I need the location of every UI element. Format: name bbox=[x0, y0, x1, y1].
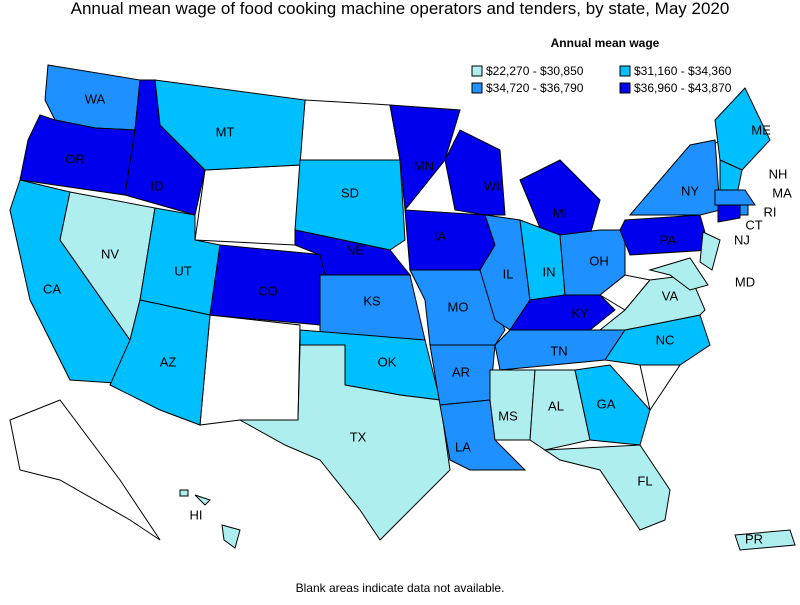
state-label: LA bbox=[455, 439, 471, 454]
state-label: NH bbox=[769, 166, 788, 181]
footnote: Blank areas indicate data not available. bbox=[296, 581, 505, 595]
state-label: OH bbox=[589, 253, 609, 268]
state-label: VA bbox=[662, 288, 679, 303]
state-label: IA bbox=[434, 228, 447, 243]
state-shape bbox=[648, 257, 709, 291]
state-label: ID bbox=[151, 178, 164, 193]
state-shape bbox=[489, 369, 536, 441]
state-label: MO bbox=[448, 299, 469, 314]
state-label: MA bbox=[772, 185, 792, 200]
state-label: RI bbox=[764, 204, 777, 219]
state-shape bbox=[543, 444, 671, 531]
state-shape bbox=[529, 369, 591, 451]
state-label: CO bbox=[258, 283, 278, 298]
state-label: TN bbox=[550, 343, 567, 358]
state-label: TX bbox=[350, 429, 367, 444]
legend-label: $22,270 - $30,850 bbox=[486, 64, 584, 78]
state-label: FL bbox=[637, 473, 652, 488]
state-shape bbox=[194, 494, 211, 506]
state-label: OK bbox=[378, 354, 397, 369]
state-label: MT bbox=[216, 124, 235, 139]
state-label: CA bbox=[43, 281, 61, 296]
state-label: GA bbox=[597, 396, 616, 411]
state-shape bbox=[717, 204, 741, 223]
state-label: AZ bbox=[160, 354, 177, 369]
blank-state bbox=[639, 364, 681, 412]
states: WA OR CA NV ID MT UT AZ CO SD NE KS OK TX MN IA MO AR LA WI… bbox=[9, 64, 796, 551]
legend-swatch bbox=[471, 65, 483, 77]
state-label: WI bbox=[484, 178, 500, 193]
state-shape bbox=[699, 231, 721, 271]
state-shape bbox=[598, 274, 706, 331]
state-label: IN bbox=[543, 264, 556, 279]
state-shape bbox=[389, 104, 461, 212]
state-shape bbox=[714, 87, 771, 171]
legend-label: $34,720 - $36,790 bbox=[486, 81, 584, 95]
legend-swatch bbox=[471, 82, 483, 94]
state-label: NY bbox=[681, 183, 699, 198]
state-shape bbox=[734, 529, 796, 551]
state-label: ME bbox=[751, 122, 771, 137]
legend-title: Annual mean wage bbox=[551, 36, 660, 50]
state-label: KY bbox=[571, 305, 589, 320]
state-label: HI bbox=[190, 507, 203, 522]
state-label: MN bbox=[414, 158, 434, 173]
state-shape bbox=[179, 489, 189, 497]
state-shape bbox=[628, 139, 721, 216]
legend-swatch bbox=[619, 65, 631, 77]
state-label: KS bbox=[363, 293, 381, 308]
state-label: MS bbox=[498, 408, 518, 423]
state-label: NV bbox=[101, 246, 119, 261]
state-label: MD bbox=[735, 274, 755, 289]
state-label: AL bbox=[548, 398, 564, 413]
blank-state bbox=[199, 314, 301, 426]
blank-state bbox=[194, 164, 301, 246]
state-shape bbox=[154, 79, 306, 171]
state-shape bbox=[221, 524, 241, 549]
state-shape bbox=[714, 189, 756, 206]
map-title: Annual mean wage of food cooking machine… bbox=[71, 0, 730, 18]
state-label: PR bbox=[745, 531, 763, 546]
state-label: WA bbox=[85, 91, 106, 106]
state-label: NE bbox=[346, 242, 364, 257]
state-label: MI bbox=[553, 205, 567, 220]
legend-label: $36,960 - $43,870 bbox=[634, 81, 732, 95]
state-label: PA bbox=[660, 232, 677, 247]
blank-state bbox=[9, 399, 161, 541]
state-label: IL bbox=[503, 266, 514, 281]
state-label: OR bbox=[65, 151, 85, 166]
state-label: AR bbox=[452, 364, 470, 379]
blank-states bbox=[9, 99, 726, 541]
state-label: NJ bbox=[734, 232, 750, 247]
state-label: NC bbox=[656, 332, 675, 347]
blank-state bbox=[299, 99, 401, 161]
state-label: SD bbox=[341, 185, 359, 200]
state-shape bbox=[238, 344, 451, 541]
state-label: CT bbox=[745, 217, 762, 232]
state-shape bbox=[444, 129, 506, 216]
state-shape bbox=[739, 204, 749, 216]
state-label: UT bbox=[174, 263, 191, 278]
legend-label: $31,160 - $34,360 bbox=[634, 64, 732, 78]
state-shape bbox=[404, 209, 496, 271]
state-shape bbox=[294, 159, 406, 251]
state-shape bbox=[574, 364, 651, 446]
legend-swatch bbox=[619, 82, 631, 94]
legend: $22,270 - $30,850 $31,160 - $34,360 $34,72… bbox=[471, 64, 732, 95]
